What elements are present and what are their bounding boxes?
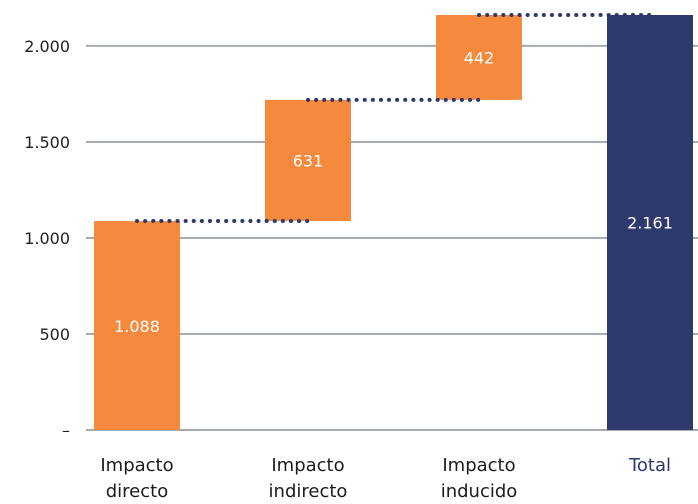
category-label: indirecto — [269, 481, 348, 502]
y-tick-label: 500 — [39, 325, 70, 344]
y-tick-label: – — [62, 421, 70, 440]
data-label: 442 — [464, 48, 495, 67]
data-label: 2.161 — [627, 214, 673, 233]
x-axis-category-labels: Impacto directo Impacto indirecto Impacto ind… — [100, 455, 671, 502]
bars — [94, 15, 693, 430]
y-tick-label: 1.000 — [24, 229, 70, 248]
y-tick-label: 2.000 — [24, 37, 70, 56]
y-axis-tick-labels: – 500 1.000 1.500 2.000 — [24, 37, 70, 440]
data-label: 631 — [293, 151, 324, 170]
category-label: inducido — [441, 481, 518, 502]
category-label: directo — [106, 481, 168, 502]
data-label: 1.088 — [114, 317, 160, 336]
category-label: Impacto — [442, 455, 515, 476]
category-label-total: Total — [628, 455, 671, 476]
category-label: Impacto — [100, 455, 173, 476]
y-tick-label: 1.500 — [24, 133, 70, 152]
data-labels: 1.088 631 442 2.161 — [114, 48, 673, 336]
category-label: Impacto — [271, 455, 344, 476]
